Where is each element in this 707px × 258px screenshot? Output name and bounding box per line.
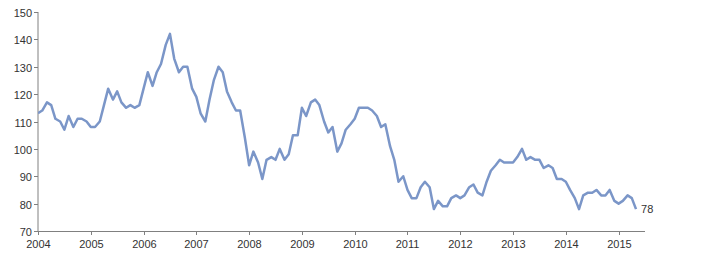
x-tick-label: 2006: [132, 238, 156, 250]
x-tick: [196, 231, 197, 235]
y-tick: [34, 176, 38, 177]
y-tick: [34, 122, 38, 123]
y-tick: [34, 39, 38, 40]
y-tick: [34, 231, 38, 232]
x-tick: [91, 231, 92, 235]
plot-area: [38, 34, 636, 209]
y-tick: [34, 149, 38, 150]
x-tick-label: 2010: [343, 238, 367, 250]
y-axis: [38, 12, 39, 231]
x-tick: [355, 231, 356, 235]
y-tick: [34, 94, 38, 95]
y-tick: [34, 67, 38, 68]
x-tick: [619, 231, 620, 235]
end-label: 78: [641, 203, 653, 215]
x-tick: [513, 231, 514, 235]
x-tick-label: 2005: [79, 238, 103, 250]
x-tick-label: 2004: [26, 238, 50, 250]
x-tick-label: 2011: [396, 238, 420, 250]
y-tick: [34, 12, 38, 13]
y-tick-label: 90: [20, 171, 32, 183]
x-tick-label: 2012: [448, 238, 472, 250]
x-tick: [249, 231, 250, 235]
x-tick: [407, 231, 408, 235]
x-tick: [302, 231, 303, 235]
x-tick-label: 2009: [290, 238, 314, 250]
y-tick-label: 150: [14, 7, 32, 19]
y-tick: [34, 204, 38, 205]
y-tick-label: 120: [14, 89, 32, 101]
x-axis: [38, 231, 645, 232]
x-tick-label: 2008: [237, 238, 261, 250]
x-tick: [38, 231, 39, 235]
y-tick-label: 80: [20, 199, 32, 211]
x-tick-label: 2015: [607, 238, 631, 250]
y-tick-label: 130: [14, 62, 32, 74]
y-tick-label: 70: [20, 226, 32, 238]
x-tick: [144, 231, 145, 235]
x-tick-label: 2014: [554, 238, 578, 250]
y-tick-label: 100: [14, 144, 32, 156]
x-tick-label: 2013: [501, 238, 525, 250]
x-tick-label: 2007: [184, 238, 208, 250]
chart: 70 80 90 100 110 120 130 140 150 2004 2005 2006 2007…: [0, 0, 707, 258]
x-tick: [566, 231, 567, 235]
series-line: [38, 34, 636, 209]
y-tick-label: 140: [14, 34, 32, 46]
x-tick: [460, 231, 461, 235]
y-tick-label: 110: [14, 117, 32, 129]
